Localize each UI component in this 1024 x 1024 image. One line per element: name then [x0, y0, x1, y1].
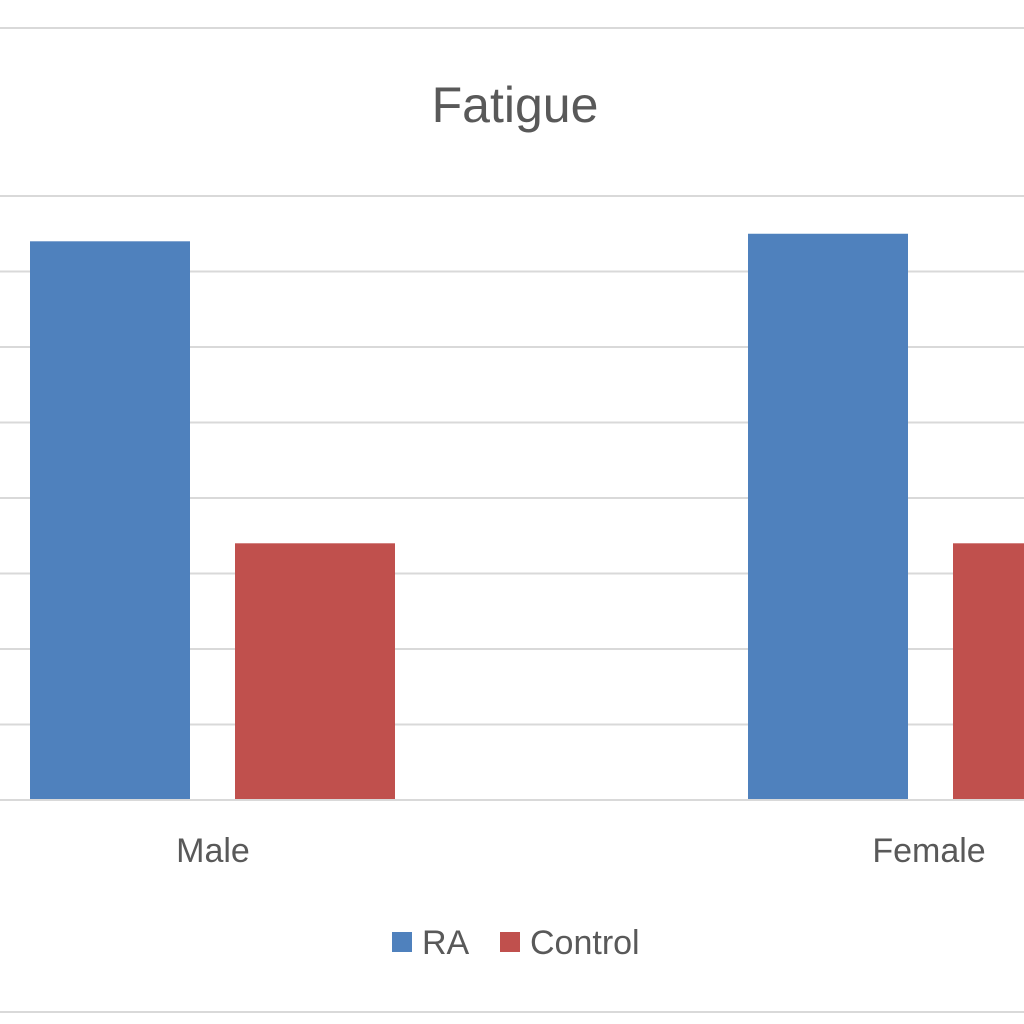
bar-ra-male — [30, 241, 190, 801]
x-tick-label: Male — [176, 832, 250, 870]
bar-control-female — [953, 543, 1024, 800]
legend-label-ra: RA — [422, 924, 470, 962]
bar-control-male — [235, 543, 395, 800]
bar-ra-female — [748, 233, 908, 800]
chart-title: Fatigue — [432, 77, 599, 133]
bars — [30, 233, 1024, 801]
legend-swatch-control — [500, 932, 520, 952]
x-tick-label: Female — [872, 832, 985, 870]
legend-label-control: Control — [530, 924, 640, 962]
x-axis-labels: Male Female — [176, 832, 986, 870]
legend: RA Control — [392, 924, 640, 962]
legend-swatch-ra — [392, 932, 412, 952]
